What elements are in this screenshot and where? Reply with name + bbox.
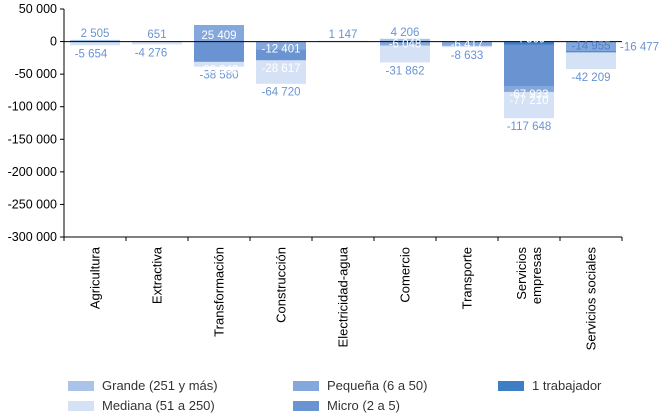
x-category-label-7: Servicios empresas: [514, 247, 544, 305]
x-category-label-0-line-0: Agricultura: [88, 246, 103, 309]
data-label-grande-1: 651: [147, 29, 166, 41]
data-label-pequeña-7: -77 210: [509, 95, 548, 107]
bar-grande-0: [70, 39, 120, 42]
bar-pequeña-3: [256, 41, 306, 50]
bar-1-7: [504, 41, 554, 45]
x-category-label-5-line-0: Comercio: [398, 247, 413, 303]
bar-pequeña-8: [566, 41, 616, 52]
x-category-label-2-line-0: Transformación: [212, 247, 227, 337]
data-label-pequeña-8: -14 955: [571, 40, 610, 52]
data-labels-layer: 2 505 651 4 206 -5 654 -4 276 -38 580 -64 720 1…: [75, 27, 659, 133]
data-label-1-8: -16 477: [620, 41, 659, 53]
y-tick-label-0: 50 000: [19, 2, 57, 16]
data-label-pequeña-6: -6 417: [451, 39, 484, 51]
x-category-label-2: Transformación: [212, 247, 227, 337]
data-label-mediana-6: -8 633: [451, 50, 484, 62]
bar-micro-7: [504, 41, 554, 86]
bar-mediana-1: [132, 41, 182, 45]
data-label-grande-0: 2 505: [81, 28, 110, 40]
data-label-mediana-7: -117 648: [507, 121, 552, 133]
x-category-label-8: Servicios sociales: [584, 247, 599, 351]
data-label-pequeña-3: -12 401: [261, 44, 300, 56]
x-category-label-7-line-1: empresas: [529, 247, 544, 305]
bar-pequeña-6: [442, 41, 492, 46]
x-category-label-3-line-0: Construcción: [274, 247, 289, 323]
data-label-pequeña-2: 25 409: [201, 30, 236, 42]
axes-layer: 50 000 0 -50 000 -100 000 -150 000 -200 000 -2…: [8, 2, 623, 351]
y-tick-label-4: -150 000: [8, 132, 57, 146]
bar-mediana-0: [70, 41, 120, 46]
y-tick-label-5: -200 000: [8, 165, 57, 179]
y-tick-label-3: -100 000: [8, 100, 57, 114]
x-category-label-4: Electricidad-agua: [336, 246, 351, 347]
data-label-mediana-2: -38 580: [199, 70, 238, 82]
bar-pequeña-2: [194, 25, 244, 42]
x-category-label-5: Comercio: [398, 247, 413, 303]
x-category-label-1: Extractiva: [150, 246, 165, 304]
x-category-label-6-line-0: Transporte: [460, 247, 475, 309]
data-label-grande-5: 4 206: [391, 27, 420, 39]
data-label-micro-3: -28 617: [261, 63, 300, 75]
bars-layer: [70, 25, 616, 119]
data-label-mediana-4: 1 147: [329, 29, 358, 41]
data-label-mediana-5: -31 862: [385, 65, 424, 77]
x-category-label-6: Transporte: [460, 247, 475, 309]
data-label-mediana-1: -4 276: [135, 47, 168, 59]
x-category-label-7-line-0: Servicios: [514, 247, 529, 300]
data-label-mediana-8: -42 209: [571, 72, 610, 84]
x-category-label-3: Construcción: [274, 247, 289, 323]
y-tick-label-6: -250 000: [8, 197, 57, 211]
x-category-label-4-line-0: Electricidad-agua: [336, 246, 351, 347]
data-label-mediana-0: -5 654: [75, 48, 108, 60]
bar-pequeña-5: [380, 41, 430, 46]
bar-micro-2: [194, 41, 244, 62]
y-tick-label-7: -300 000: [8, 230, 57, 244]
data-label-pequeña-5: -6 048: [389, 39, 422, 51]
y-tick-label-1: 0: [50, 35, 57, 49]
bar-mediana-5: [380, 41, 430, 63]
x-category-label-0: Agricultura: [88, 246, 103, 309]
y-tick-label-2: -50 000: [15, 67, 57, 81]
x-category-label-8-line-0: Servicios sociales: [584, 247, 599, 351]
bar-grande-5: [380, 38, 430, 42]
data-label-micro-2: -30 942: [199, 65, 238, 77]
data-label-micro-7: -67 933: [509, 89, 548, 101]
data-label-mediana-3: -64 720: [261, 87, 300, 99]
x-category-label-1-line-0: Extractiva: [150, 246, 165, 304]
data-label-1-7: -4 569: [513, 34, 546, 46]
